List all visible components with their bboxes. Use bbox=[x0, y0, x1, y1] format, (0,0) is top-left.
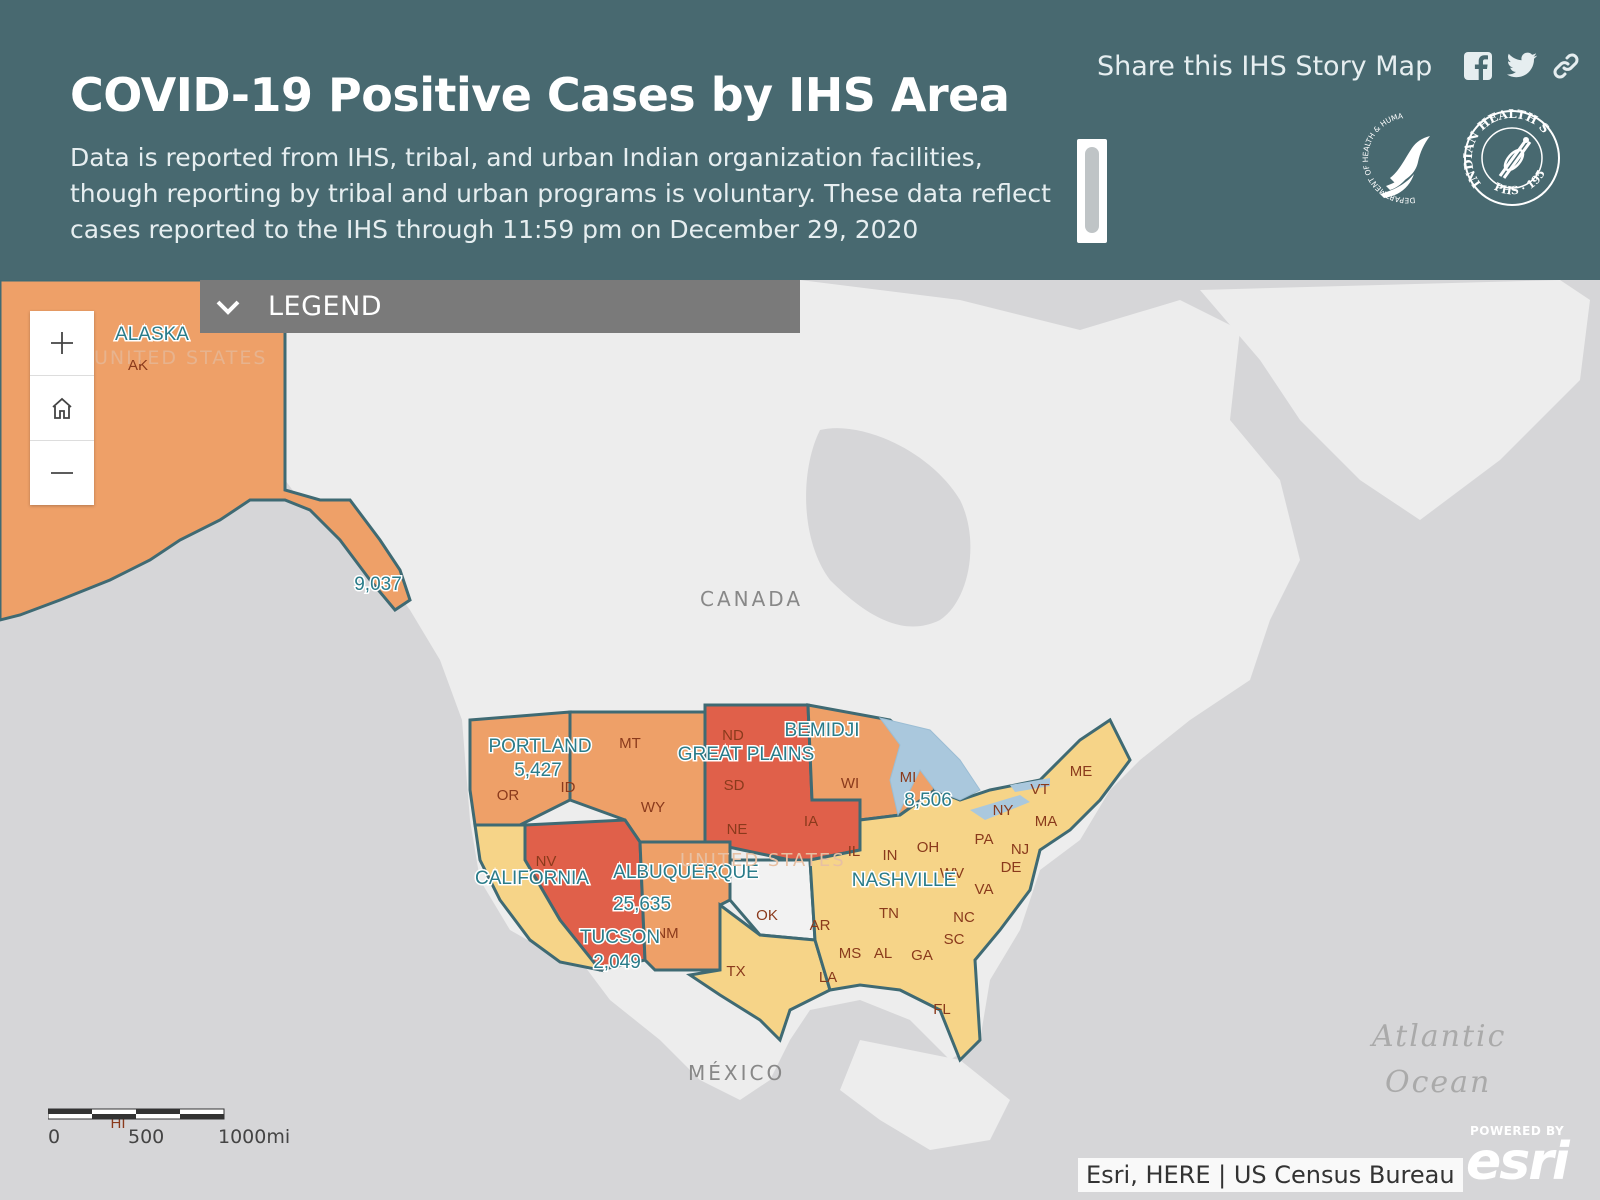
home-icon bbox=[52, 397, 72, 419]
state-label-id: ID bbox=[561, 779, 576, 796]
state-label-sd: SD bbox=[724, 777, 745, 794]
area-labels: ALASKA 9,037 PORTLAND 5,427 BEMIDJI 8,506 GREA… bbox=[114, 323, 958, 975]
esri-wordmark: esri bbox=[1466, 1132, 1570, 1192]
area-label-portland: PORTLAND bbox=[488, 736, 591, 757]
state-label-tx: TX bbox=[726, 963, 745, 980]
state-label-nd: ND bbox=[722, 727, 744, 744]
area-alaska[interactable] bbox=[0, 280, 412, 622]
label-united-states-ak: UNITED STATES bbox=[94, 347, 267, 369]
state-label-sc: SC bbox=[944, 931, 965, 948]
state-label-tn: TN bbox=[879, 905, 899, 922]
area-california[interactable] bbox=[473, 823, 604, 973]
state-labels: AK OR ID MT WY ND SD NE IA NV NM TX OK WI MI IL IN OH PA NY… bbox=[111, 357, 1093, 1132]
zoom-out-button[interactable] bbox=[30, 441, 94, 505]
area-cases-albuquerque: 25,635 bbox=[613, 894, 671, 915]
scale-bar: 0 500 1000mi bbox=[47, 1106, 290, 1148]
area-label-bemidji: BEMIDJI bbox=[785, 720, 860, 741]
area-texas[interactable] bbox=[686, 902, 832, 1043]
state-label-il: IL bbox=[848, 843, 861, 860]
label-canada: CANADA bbox=[700, 587, 803, 611]
state-label-wy: WY bbox=[641, 799, 665, 816]
area-cases-tucson: 2,049 bbox=[593, 952, 641, 973]
scale-bar-graphic bbox=[47, 1108, 225, 1120]
zoom-controls bbox=[30, 311, 94, 505]
area-label-alaska: ALASKA bbox=[115, 324, 189, 345]
state-label-ar: AR bbox=[810, 917, 831, 934]
state-label-wv: WV bbox=[940, 865, 964, 882]
share-bar: Share this IHS Story Map bbox=[1097, 48, 1584, 84]
state-label-ok: OK bbox=[756, 907, 778, 924]
label-mexico: MÉXICO bbox=[688, 1061, 785, 1085]
state-label-ia: IA bbox=[804, 813, 818, 830]
state-label-nj: NJ bbox=[1011, 841, 1029, 858]
scale-label-500: 500 bbox=[128, 1126, 165, 1148]
state-label-ms: MS bbox=[839, 945, 862, 962]
state-label-la: LA bbox=[819, 969, 837, 986]
area-cases-alaska: 9,037 bbox=[354, 574, 402, 595]
state-label-de: DE bbox=[1001, 859, 1022, 876]
state-label-ma: MA bbox=[1035, 813, 1058, 830]
state-label-vt: VT bbox=[1030, 781, 1049, 798]
state-label-or: OR bbox=[497, 787, 520, 804]
state-label-nm: NM bbox=[655, 925, 678, 942]
state-label-nc: NC bbox=[953, 909, 975, 926]
state-label-fl: FL bbox=[933, 1001, 951, 1018]
state-label-wi: WI bbox=[841, 775, 859, 792]
state-label-al: AL bbox=[874, 945, 892, 962]
basemap-greenland bbox=[1200, 280, 1590, 520]
state-label-in: IN bbox=[883, 847, 898, 864]
map-attribution[interactable]: Esri, HERE | US Census Bureau bbox=[1078, 1158, 1463, 1192]
label-atlantic: Atlantic bbox=[1369, 1019, 1506, 1054]
area-cases-portland: 5,427 bbox=[514, 760, 562, 781]
state-label-va: VA bbox=[975, 881, 994, 898]
basemap-hudson-bay bbox=[806, 428, 971, 627]
minus-icon bbox=[51, 472, 73, 474]
home-button[interactable] bbox=[30, 376, 94, 441]
lake-erie bbox=[970, 795, 1030, 820]
state-label-mt: MT bbox=[619, 735, 641, 752]
page-title: COVID-19 Positive Cases by IHS Area bbox=[70, 68, 1010, 122]
label-united-states: UNITED STATES bbox=[680, 850, 846, 871]
scale-label-0: 0 bbox=[48, 1126, 61, 1148]
state-label-pa: PA bbox=[975, 831, 994, 848]
state-label-ny: NY bbox=[993, 802, 1014, 819]
area-label-albuquerque: ALBUQUERQUE bbox=[613, 862, 759, 883]
area-label-california: CALIFORNIA bbox=[475, 868, 589, 889]
scale-label-1000: 1000mi bbox=[218, 1126, 291, 1148]
area-cases-bemidji: 8,506 bbox=[904, 790, 952, 811]
legend-label: LEGEND bbox=[268, 291, 383, 322]
plus-icon bbox=[51, 332, 73, 354]
esri-logo[interactable]: POWERED BY esri bbox=[1466, 1120, 1590, 1192]
covid-map[interactable]: CANADA MÉXICO Atlantic Ocean AK OR ID MT WY N… bbox=[0, 280, 1600, 1200]
twitter-icon[interactable] bbox=[1504, 48, 1540, 84]
great-lakes bbox=[878, 717, 981, 817]
scrollbar-thumb[interactable] bbox=[1085, 147, 1099, 233]
label-ocean: Ocean bbox=[1385, 1065, 1491, 1100]
share-label: Share this IHS Story Map bbox=[1097, 50, 1433, 82]
basemap-central-america bbox=[840, 1040, 1010, 1150]
esri-powered-by: POWERED BY bbox=[1470, 1124, 1565, 1138]
state-label-oh: OH bbox=[917, 839, 940, 856]
legend-toggle[interactable]: LEGEND bbox=[200, 280, 800, 333]
area-nashville[interactable] bbox=[808, 717, 1132, 1063]
page-description: Data is reported from IHS, tribal, and u… bbox=[70, 143, 1051, 244]
state-label-nv: NV bbox=[536, 853, 557, 870]
state-label-ga: GA bbox=[911, 947, 933, 964]
state-label-me: ME bbox=[1070, 763, 1093, 780]
zoom-in-button[interactable] bbox=[30, 311, 94, 376]
state-label-mi: MI bbox=[900, 769, 917, 786]
area-label-nashville: NASHVILLE bbox=[852, 870, 957, 891]
state-label-ak: AK bbox=[128, 357, 148, 374]
hhs-seal: DEPARTMENT OF HEALTH & HUMAN SERVICES, U… bbox=[1346, 110, 1456, 218]
link-icon[interactable] bbox=[1548, 48, 1584, 84]
lake-ontario bbox=[1010, 778, 1050, 792]
area-label-tucson: TUCSON bbox=[580, 927, 660, 948]
chevron-down-icon bbox=[216, 300, 240, 315]
story-map-header: COVID-19 Positive Cases by IHS Area Data… bbox=[0, 0, 1600, 280]
description-scrollbar[interactable] bbox=[1077, 139, 1107, 243]
state-label-ne: NE bbox=[727, 821, 748, 838]
area-label-great-plains: GREAT PLAINS bbox=[678, 744, 815, 765]
facebook-icon[interactable] bbox=[1460, 48, 1496, 84]
ihs-seal: INDIAN HEALTH SERVICE PHS · 1955 bbox=[1427, 77, 1564, 214]
